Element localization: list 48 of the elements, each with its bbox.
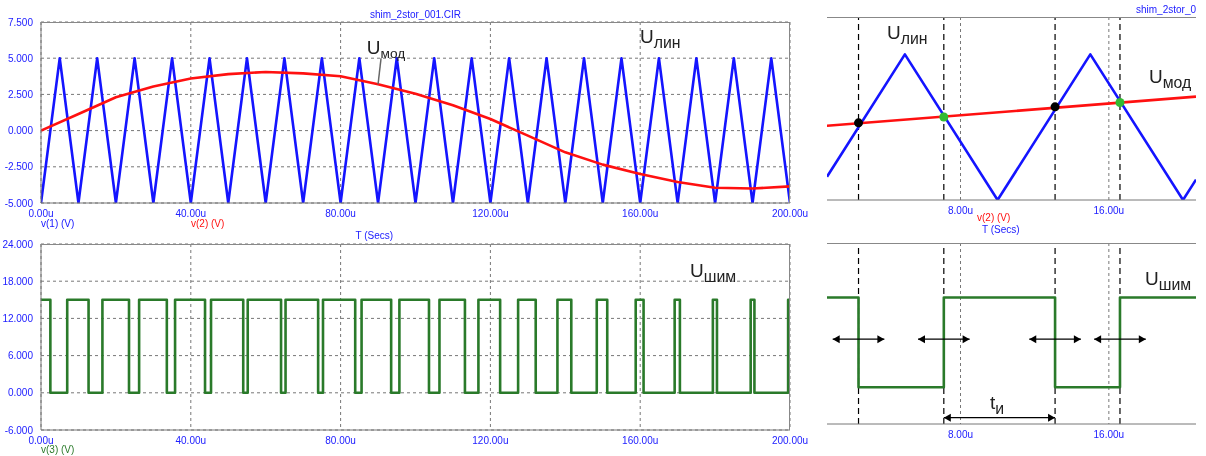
line-series	[41, 70, 790, 190]
y-tick-label: 18.000	[2, 275, 34, 287]
x-tick-label: 160.00u	[622, 208, 659, 220]
x-tick-label: 16.00u	[1093, 205, 1125, 217]
x-tick-label: 0.00u	[28, 208, 54, 220]
x-tick-label: 8.00u	[947, 429, 974, 441]
y-tick-label: -5.000	[4, 197, 34, 209]
x-tick-label: 40.00u	[175, 435, 207, 447]
x-tick-label: 8.00u	[947, 205, 974, 217]
text: v(2) (V)	[191, 218, 225, 229]
y-tick-label: 0.000	[7, 387, 34, 399]
y-tick-label: 7.500	[7, 16, 34, 28]
y-tick-label: 5.000	[7, 52, 34, 64]
x-tick-label: 16.00u	[1093, 429, 1125, 441]
y-tick-label: 24.000	[2, 238, 34, 250]
chart-title: shim_2stor_001.CIR	[368, 9, 463, 20]
annotation: U$_{шим}$	[690, 260, 737, 287]
x-tick-label: 200.00u	[771, 435, 809, 447]
y-tick-label: 0.000	[7, 125, 34, 137]
x-tick-label: 200.00u	[771, 208, 809, 220]
x-axis-title: T (Secs)	[355, 230, 394, 241]
point	[1050, 102, 1060, 112]
text: U$_{лин}$	[887, 22, 928, 49]
point	[854, 118, 864, 128]
x-axis-title: T (Secs)	[981, 224, 1020, 235]
text: U$_{шим}$	[1145, 268, 1192, 295]
annotation: U$_{лин}$	[640, 26, 681, 53]
x-tick-label: 40.00u	[175, 208, 207, 220]
y-tick-label: 12.000	[2, 312, 34, 324]
point	[1115, 97, 1125, 107]
chart-title: shim_2stor_0	[1134, 4, 1196, 15]
annotation: U$_{мод}$	[366, 37, 406, 62]
text: v(3) (V)	[41, 444, 75, 455]
y-tick-label: 2.500	[7, 88, 34, 100]
x-tick-label: 80.00u	[325, 435, 356, 447]
x-tick-label: 160.00u	[622, 435, 659, 447]
y-tick-label: 6.000	[7, 350, 34, 362]
y-tick-label: -2.500	[4, 161, 34, 173]
text: v(2) (V)	[977, 212, 1011, 223]
y-tick-label: -6.000	[4, 424, 34, 436]
x-tick-label: 80.00u	[325, 208, 356, 220]
annotation: U$_{мод}$	[1149, 66, 1192, 93]
x-tick-label: 0.00u	[28, 435, 54, 447]
annotation: t$_{и}$	[990, 392, 1005, 419]
x-tick-label: 120.00u	[472, 208, 509, 220]
series-label: v(1) (V)	[41, 218, 75, 229]
x-tick-label: 120.00u	[472, 435, 509, 447]
point	[939, 112, 949, 122]
